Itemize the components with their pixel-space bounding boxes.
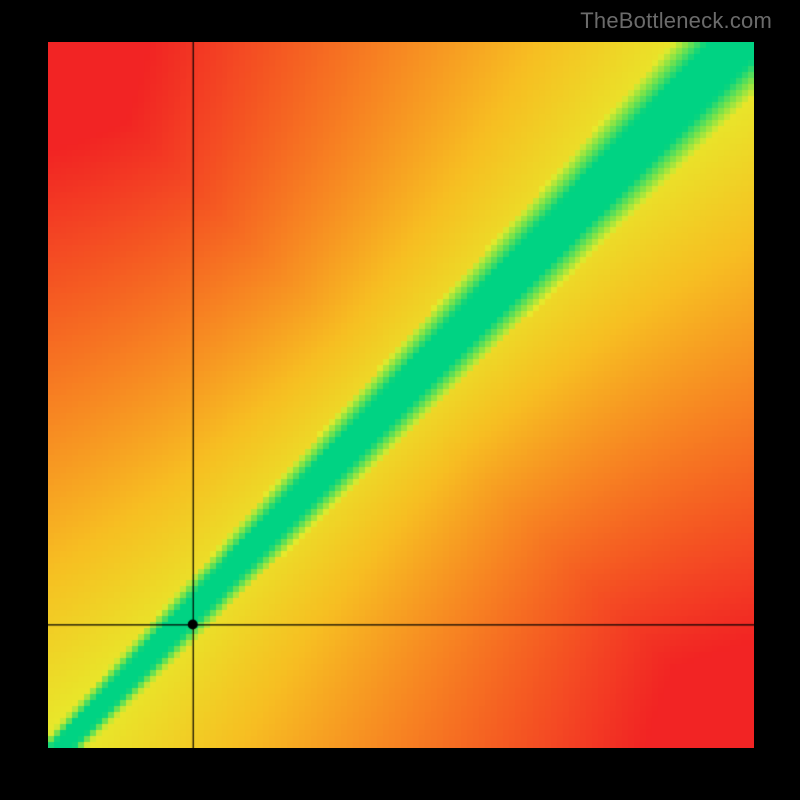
crosshair-overlay [48,42,754,748]
watermark-label: TheBottleneck.com [580,8,772,34]
chart-container: { "watermark": { "text": "TheBottleneck.… [0,0,800,800]
